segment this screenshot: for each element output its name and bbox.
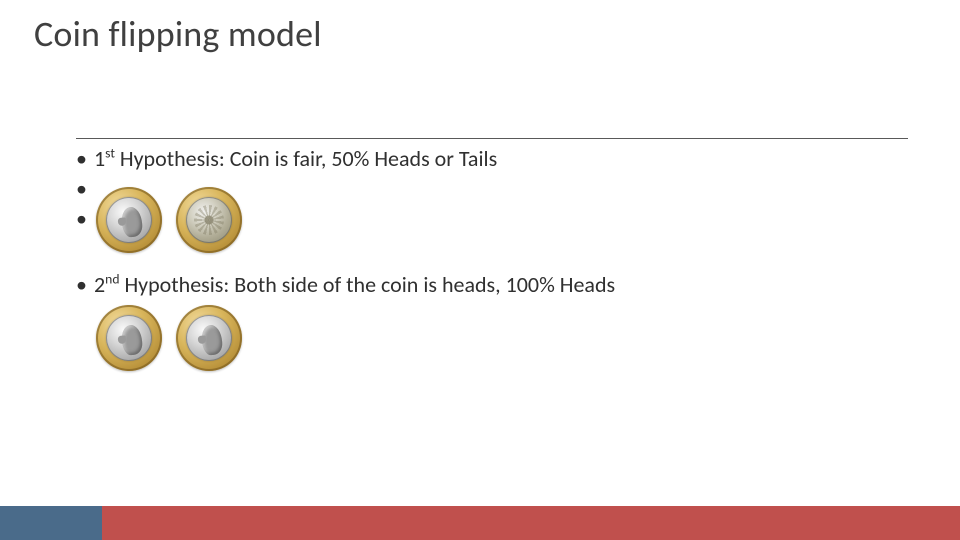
coin-tails-icon xyxy=(176,187,242,253)
ord-num: 2 xyxy=(94,271,105,298)
coin-heads-icon xyxy=(96,187,162,253)
bullet-marker: • xyxy=(76,205,94,233)
bullet-marker: • xyxy=(76,175,94,203)
coin-row-2 xyxy=(96,305,920,371)
footer-accent-right xyxy=(102,506,960,540)
bullet-marker: • xyxy=(76,145,94,173)
divider xyxy=(76,138,908,139)
footer-bar xyxy=(0,506,960,540)
bullet-hypothesis-2: • 2nd Hypothesis: Both side of the coin … xyxy=(76,271,920,299)
bullet-text: 1st Hypothesis: Coin is fair, 50% Heads … xyxy=(94,145,497,173)
ord-num: 1 xyxy=(94,145,105,172)
bullet-hypothesis-1: • 1st Hypothesis: Coin is fair, 50% Head… xyxy=(76,145,920,173)
coin-heads-icon xyxy=(176,305,242,371)
slide-title: Coin flipping model xyxy=(34,12,322,56)
coin-heads-icon xyxy=(96,305,162,371)
coin-row-1 xyxy=(96,187,920,253)
content-area: • 1st Hypothesis: Coin is fair, 50% Head… xyxy=(76,138,920,385)
ord-suffix: nd xyxy=(105,271,119,288)
footer-accent-left xyxy=(0,506,102,540)
bullet-text: 2nd Hypothesis: Both side of the coin is… xyxy=(94,271,615,299)
bullet-rest: Hypothesis: Coin is fair, 50% Heads or T… xyxy=(115,145,497,172)
bullet-marker: • xyxy=(76,271,94,299)
slide: Coin flipping model • 1st Hypothesis: Co… xyxy=(0,0,960,540)
ord-suffix: st xyxy=(105,145,115,162)
bullet-rest: Hypothesis: Both side of the coin is hea… xyxy=(119,271,615,298)
